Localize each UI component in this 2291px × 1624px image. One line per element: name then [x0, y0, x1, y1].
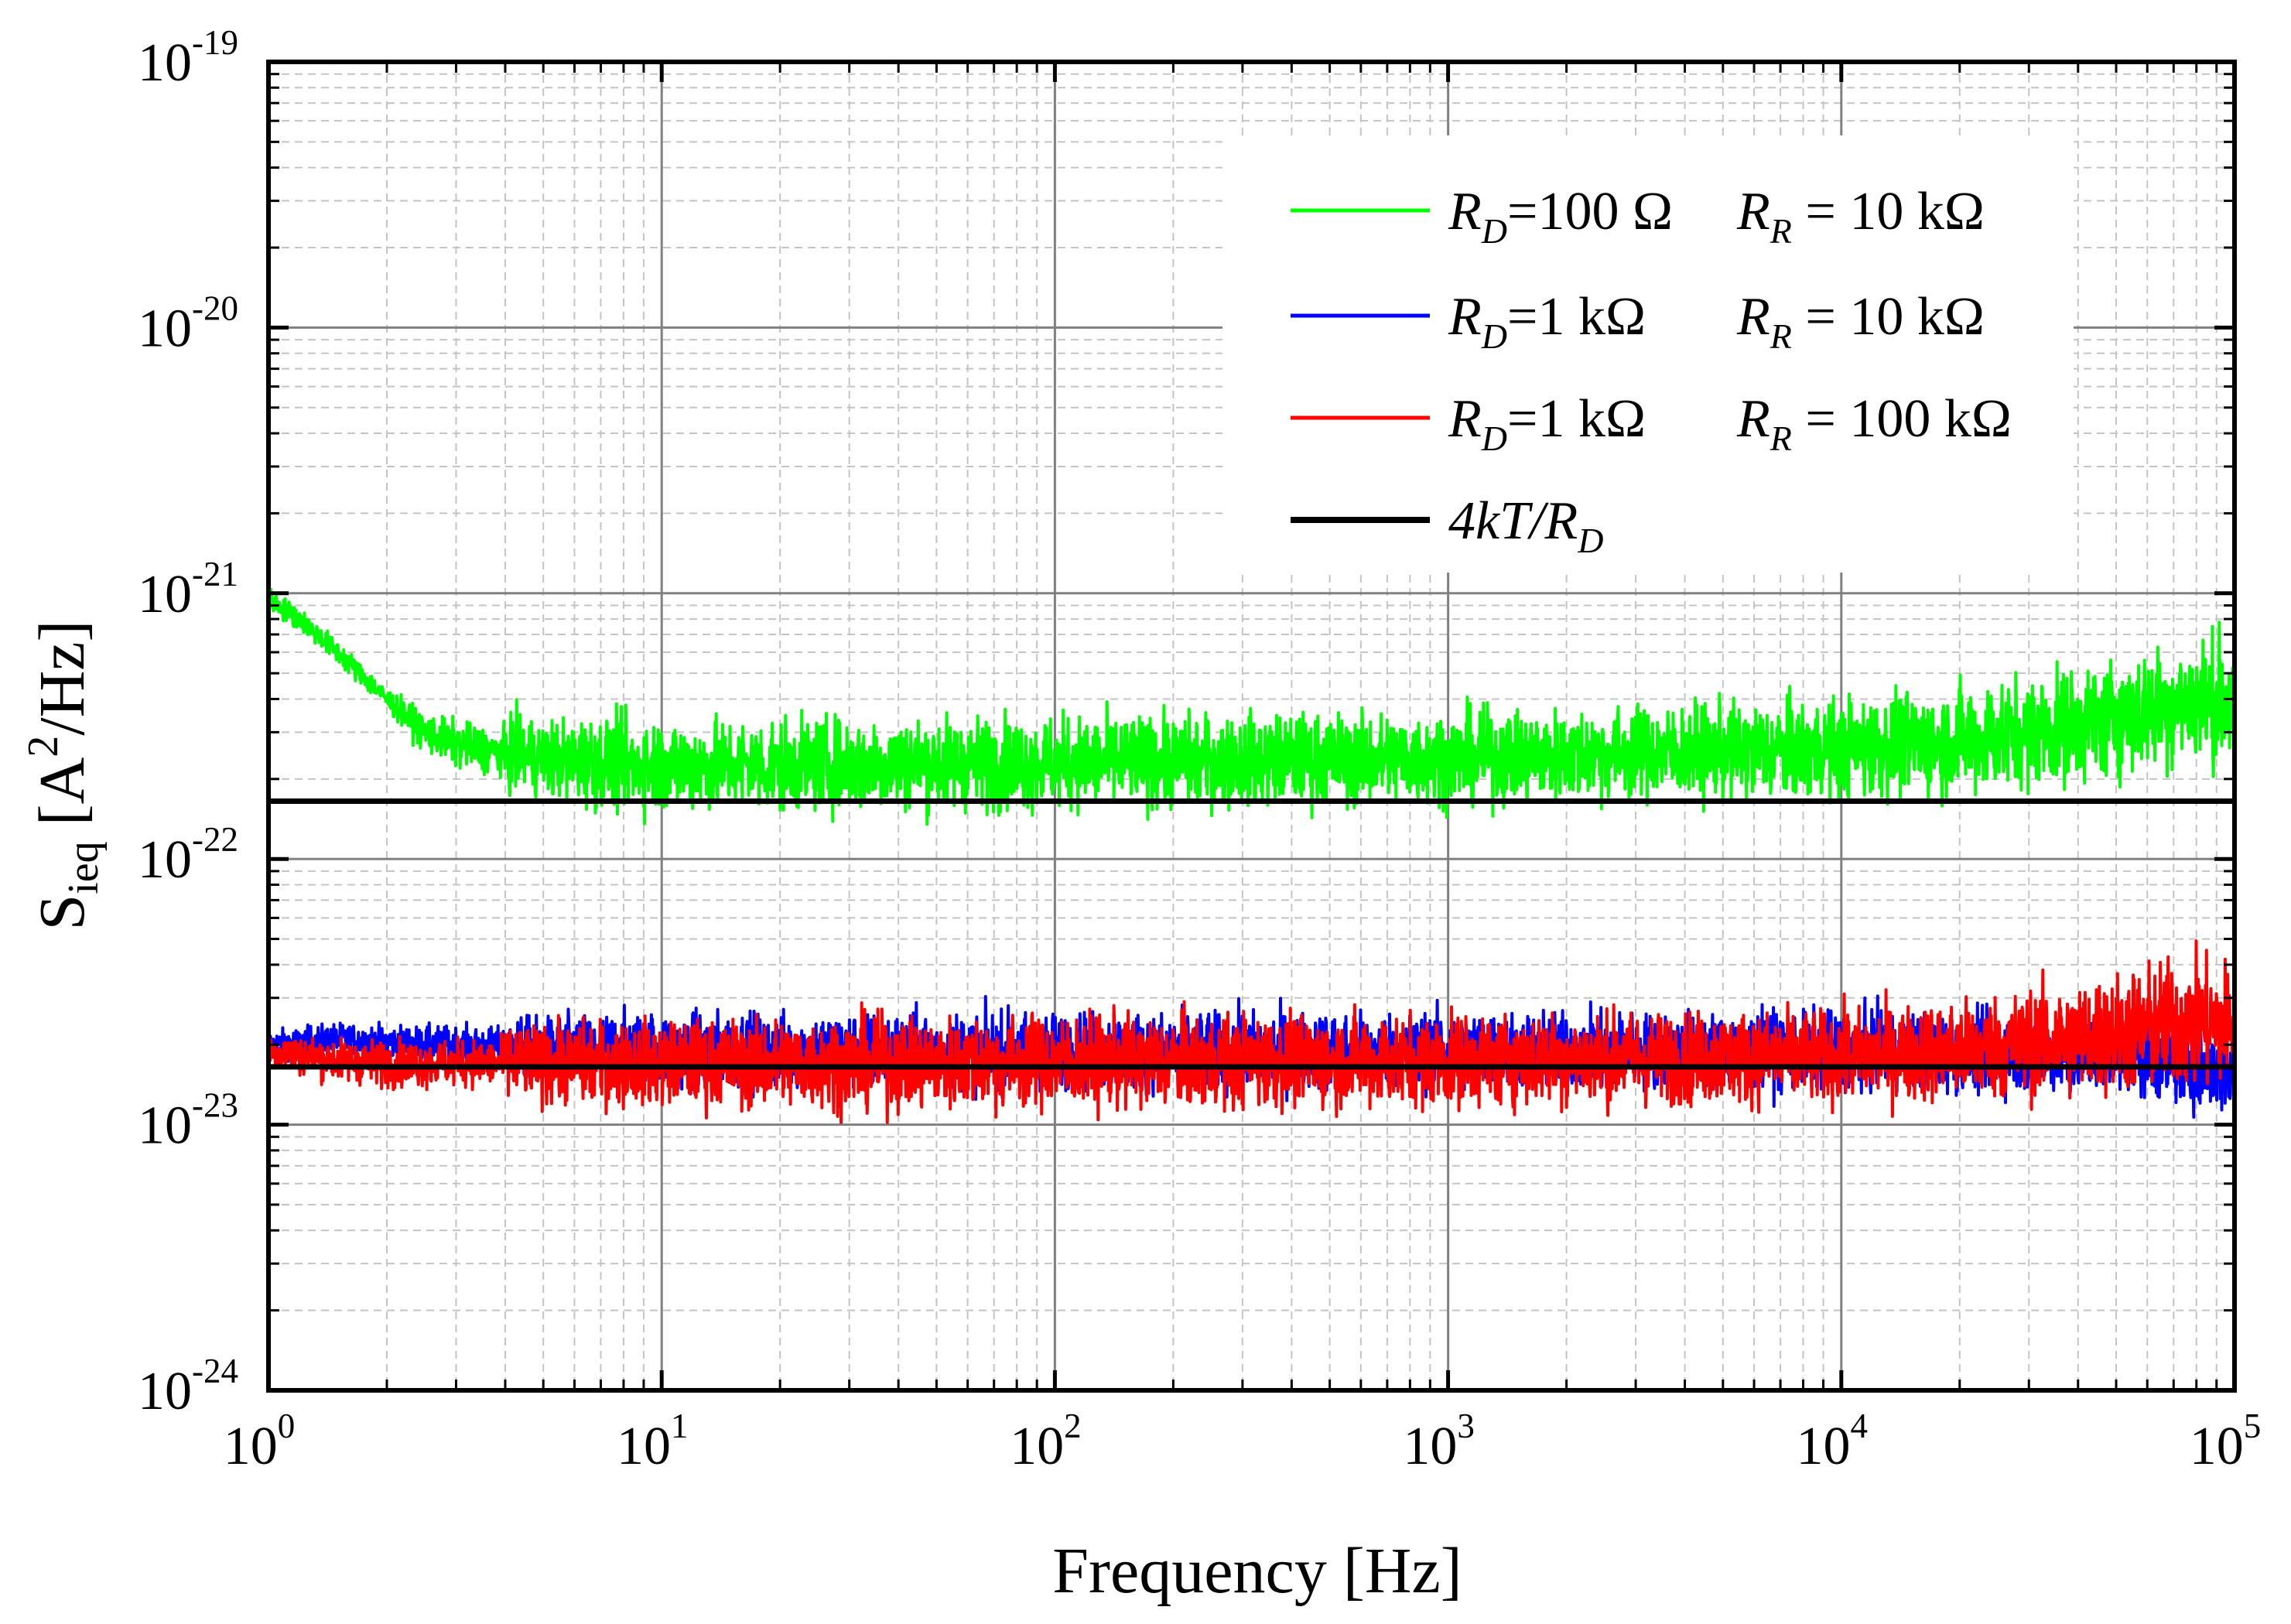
y-axis-title-text: [A: [26, 757, 98, 826]
series-line: [267, 587, 2236, 826]
tick-marks: [266, 60, 2237, 1393]
legend-box: [1222, 135, 2074, 573]
y-tick-base: 10: [138, 1096, 192, 1156]
legend-label: 4kT/RD: [1448, 491, 1603, 560]
x-tick-label: 102: [1010, 1407, 1082, 1476]
x-tick-base: 10: [224, 1417, 278, 1476]
legend-label-subscript: D: [1481, 316, 1507, 356]
x-tick-exponent: 0: [278, 1407, 296, 1445]
legend-label-subscript: R: [1770, 211, 1792, 251]
y-tick-exponent: -19: [192, 23, 238, 62]
legend-label-subscript: D: [1481, 419, 1507, 458]
legend-label-symbol: R: [1448, 389, 1482, 449]
x-tick-label: 105: [2190, 1407, 2262, 1476]
legend-label-symbol: R: [1736, 389, 1770, 449]
legend-label-second: RR = 100 kΩ: [1736, 389, 2012, 458]
legend-background-layer: [1222, 135, 2074, 573]
y-axis-title-sub: ieq: [60, 841, 108, 894]
x-tick-exponent: 2: [1064, 1407, 1082, 1445]
y-tick-label: 10-20: [138, 289, 238, 358]
legend-label-value: =1 kΩ: [1507, 287, 1646, 347]
y-tick-label: 10-24: [138, 1352, 238, 1421]
legend-label: RD=100 Ω: [1448, 182, 1673, 251]
x-tick-exponent: 5: [2244, 1407, 2262, 1445]
x-tick-exponent: 4: [1851, 1407, 1869, 1445]
y-tick-base: 10: [138, 33, 192, 93]
y-tick-exponent: -23: [192, 1086, 238, 1125]
y-axis-title-sup: 2: [19, 736, 67, 757]
x-tick-base: 10: [2190, 1417, 2244, 1476]
legend-label-value: = 10 kΩ: [1792, 182, 1985, 241]
y-tick-base: 10: [138, 830, 192, 890]
x-tick-label: 104: [1797, 1407, 1869, 1476]
y-tick-label: 10-23: [138, 1086, 238, 1156]
legend-label-second: RR = 10 kΩ: [1736, 287, 1985, 356]
legend-label-symbol: R: [1448, 182, 1482, 241]
y-axis-title: Sieq [A2/Hz]: [19, 620, 108, 930]
x-tick-label: 100: [224, 1407, 296, 1476]
legend-label-symbol: R: [1736, 287, 1770, 347]
x-tick-exponent: 3: [1457, 1407, 1475, 1445]
y-tick-label: 10-21: [138, 555, 238, 624]
y-tick-label: 10-19: [138, 23, 238, 93]
legend-label-symbol: 4kT/R: [1448, 491, 1578, 551]
y-axis-title-main: S: [26, 894, 98, 931]
tick-labels: 100 101 102 103 104 10510-2410-2310-2210-2110…: [138, 23, 2261, 1476]
legend-label-symbol: R: [1736, 182, 1770, 241]
legend-label-value: =100 Ω: [1507, 182, 1673, 241]
x-tick-exponent: 1: [671, 1407, 689, 1445]
legend-label-value: = 100 kΩ: [1792, 389, 2012, 449]
legend-label-value: =1 kΩ: [1507, 389, 1646, 449]
legend-label-subscript: D: [1481, 211, 1507, 251]
x-tick-base: 10: [1010, 1417, 1064, 1476]
y-tick-exponent: -24: [192, 1352, 238, 1390]
legend-label-subscript: R: [1770, 419, 1792, 458]
y-axis-title-end: /Hz]: [26, 620, 98, 735]
y-tick-exponent: -22: [192, 820, 238, 859]
x-tick-base: 10: [1797, 1417, 1851, 1476]
x-axis-title: Frequency [Hz]: [1052, 1535, 1462, 1607]
x-tick-label: 103: [1403, 1407, 1475, 1476]
y-tick-base: 10: [138, 565, 192, 624]
plot-frame: [266, 60, 2237, 1393]
legend-label-second: RR = 10 kΩ: [1736, 182, 1985, 251]
x-tick-base: 10: [1403, 1417, 1457, 1476]
y-tick-base: 10: [138, 1362, 192, 1421]
legend-label-subscript: D: [1577, 521, 1603, 560]
y-tick-label: 10-22: [138, 820, 238, 890]
reference-lines-layer: [268, 798, 2235, 1070]
legend-label-symbol: R: [1448, 287, 1482, 347]
y-tick-base: 10: [138, 299, 192, 358]
y-tick-exponent: -20: [192, 289, 238, 327]
legend-label-subscript: R: [1770, 316, 1792, 356]
legend-label-value: = 10 kΩ: [1792, 287, 1985, 347]
x-tick-base: 10: [617, 1417, 671, 1476]
legend-label: RD=1 kΩ: [1448, 287, 1646, 356]
x-tick-label: 101: [617, 1407, 689, 1476]
y-tick-exponent: -21: [192, 555, 238, 593]
legend-label: RD=1 kΩ: [1448, 389, 1646, 458]
